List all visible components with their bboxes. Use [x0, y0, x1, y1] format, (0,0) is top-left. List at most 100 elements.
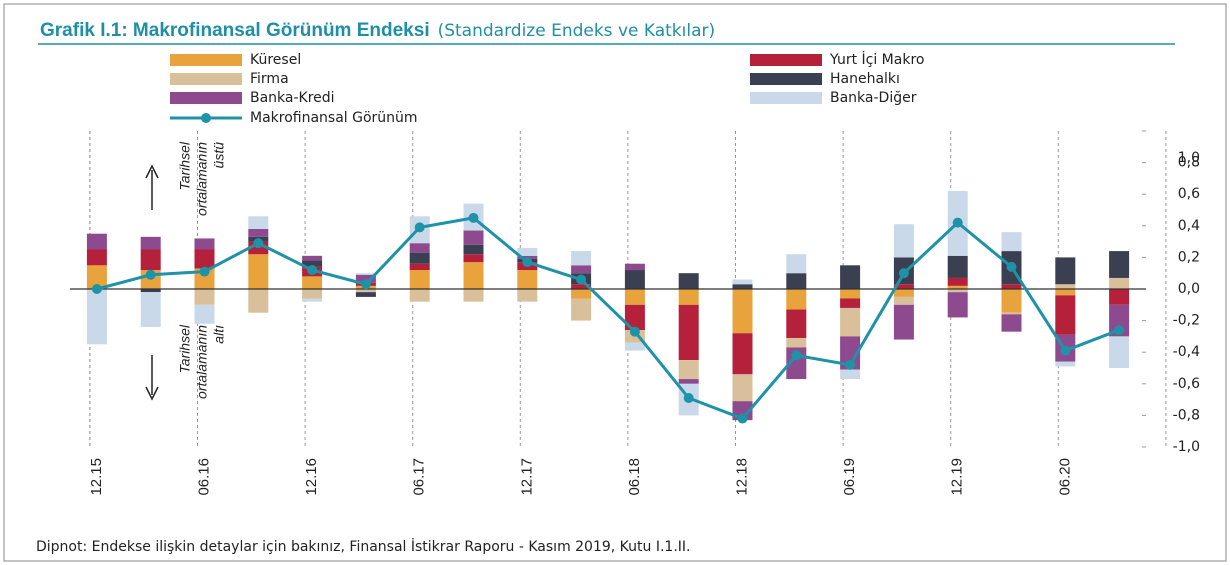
- bar-segment: [678, 360, 699, 380]
- legend-label: Yurt İçi Makro: [829, 50, 924, 68]
- index-point: [683, 393, 694, 404]
- bar-segment: [1055, 295, 1076, 335]
- y-tick-label: -0,2: [1173, 313, 1200, 329]
- bar-segment: [840, 265, 861, 289]
- bar-segment: [1055, 257, 1076, 285]
- bar-segment: [840, 307, 861, 337]
- index-point: [1114, 325, 1125, 336]
- bar-segment: [409, 270, 430, 289]
- bar-segment: [86, 265, 107, 289]
- bar-segment: [463, 230, 484, 245]
- annotation: üstü: [211, 142, 227, 169]
- index-point: [1006, 261, 1017, 272]
- bar-segment: [786, 289, 807, 310]
- bar-segment: [840, 298, 861, 308]
- bar-segment: [840, 289, 861, 299]
- bar-segment: [140, 249, 161, 271]
- bar-segment: [947, 255, 968, 278]
- bar-segment: [786, 254, 807, 274]
- legend-swatch: [170, 73, 242, 85]
- y-tick-label: 0,0: [1178, 281, 1200, 297]
- bar-segment: [1001, 232, 1022, 252]
- bar-segment: [302, 289, 323, 299]
- bar-segment: [624, 289, 645, 305]
- index-point: [845, 359, 856, 370]
- index-point: [253, 238, 264, 249]
- footnote: Dipnot: Endekse ilişkin detaylar için ba…: [36, 537, 691, 555]
- bar-segment: [86, 249, 107, 266]
- index-point: [629, 326, 640, 337]
- bar-segment: [248, 289, 269, 313]
- y-tick-label: -0,8: [1173, 407, 1200, 423]
- bar-segment: [947, 292, 968, 318]
- bar-segment: [786, 337, 807, 348]
- bar-segment: [732, 279, 753, 285]
- index-point: [360, 279, 371, 290]
- bar-segment: [355, 274, 376, 283]
- legend-marker: [201, 113, 211, 123]
- index-point: [199, 266, 210, 277]
- bar-segment: [1109, 251, 1130, 278]
- legend-label: Küresel: [250, 52, 301, 68]
- x-tick-label: 12.16: [303, 458, 320, 496]
- bar-segment: [463, 289, 484, 302]
- bar-segment: [571, 298, 592, 321]
- bar-segment: [893, 296, 914, 305]
- bar-segment: [302, 260, 323, 267]
- title: Grafik I.1: Makrofinansal Görünüm Endeks…: [40, 20, 430, 41]
- bar-segment: [571, 251, 592, 266]
- index-point: [522, 257, 533, 268]
- bar-segment: [571, 289, 592, 299]
- index-point: [91, 284, 102, 294]
- bar-segment: [1055, 361, 1076, 367]
- annotation: ortalamanın: [194, 142, 210, 216]
- bar-segment: [624, 342, 645, 351]
- index-point: [576, 274, 587, 285]
- bar-segment: [840, 369, 861, 380]
- legend-swatch: [170, 54, 242, 66]
- x-tick-label: 06.16: [195, 458, 212, 496]
- annotation: ortalamanın: [194, 325, 210, 399]
- bar-segment: [678, 379, 699, 384]
- x-tick-label: 12.17: [518, 458, 535, 496]
- bar-segment: [732, 374, 753, 402]
- bar-segment: [355, 289, 376, 293]
- bar-segment: [194, 249, 215, 269]
- bar-segment: [624, 304, 645, 331]
- bar-segment: [947, 277, 968, 286]
- bar-segment: [463, 262, 484, 289]
- index-point: [414, 222, 425, 233]
- bar-segment: [840, 336, 861, 370]
- legend-swatch: [750, 73, 822, 85]
- legend-swatch: [750, 92, 822, 104]
- index-point: [791, 350, 802, 361]
- legend-label: Firma: [250, 71, 289, 87]
- bar-segment: [1109, 304, 1130, 337]
- bar-segment: [194, 238, 215, 250]
- bar-segment: [624, 263, 645, 271]
- bar-segment: [517, 270, 538, 289]
- bar-segment: [248, 228, 269, 237]
- bar-segment: [678, 273, 699, 289]
- y-tick-label: 1,0: [1178, 150, 1200, 166]
- index-point: [898, 268, 909, 279]
- y-tick-label: -0,6: [1173, 376, 1200, 392]
- legend-label: Banka-Kredi: [250, 90, 335, 106]
- bar-segment: [893, 224, 914, 258]
- bar-segment: [1001, 314, 1022, 332]
- y-tick-label: 0,4: [1178, 218, 1200, 234]
- bar-segment: [624, 270, 645, 289]
- bar-segment: [86, 233, 107, 250]
- bar-segment: [194, 304, 215, 324]
- bar-segment: [893, 304, 914, 340]
- bar-segment: [355, 273, 376, 275]
- x-tick-label: 06.20: [1056, 458, 1073, 496]
- legend-label: Makrofinansal Görünüm: [250, 110, 418, 126]
- bar-segment: [1001, 289, 1022, 313]
- bar-segment: [302, 298, 323, 302]
- y-tick-label: 0,2: [1178, 249, 1200, 265]
- y-tick-label: 0,6: [1178, 186, 1200, 202]
- bar-segment: [1109, 277, 1130, 289]
- legend-swatch: [750, 54, 822, 66]
